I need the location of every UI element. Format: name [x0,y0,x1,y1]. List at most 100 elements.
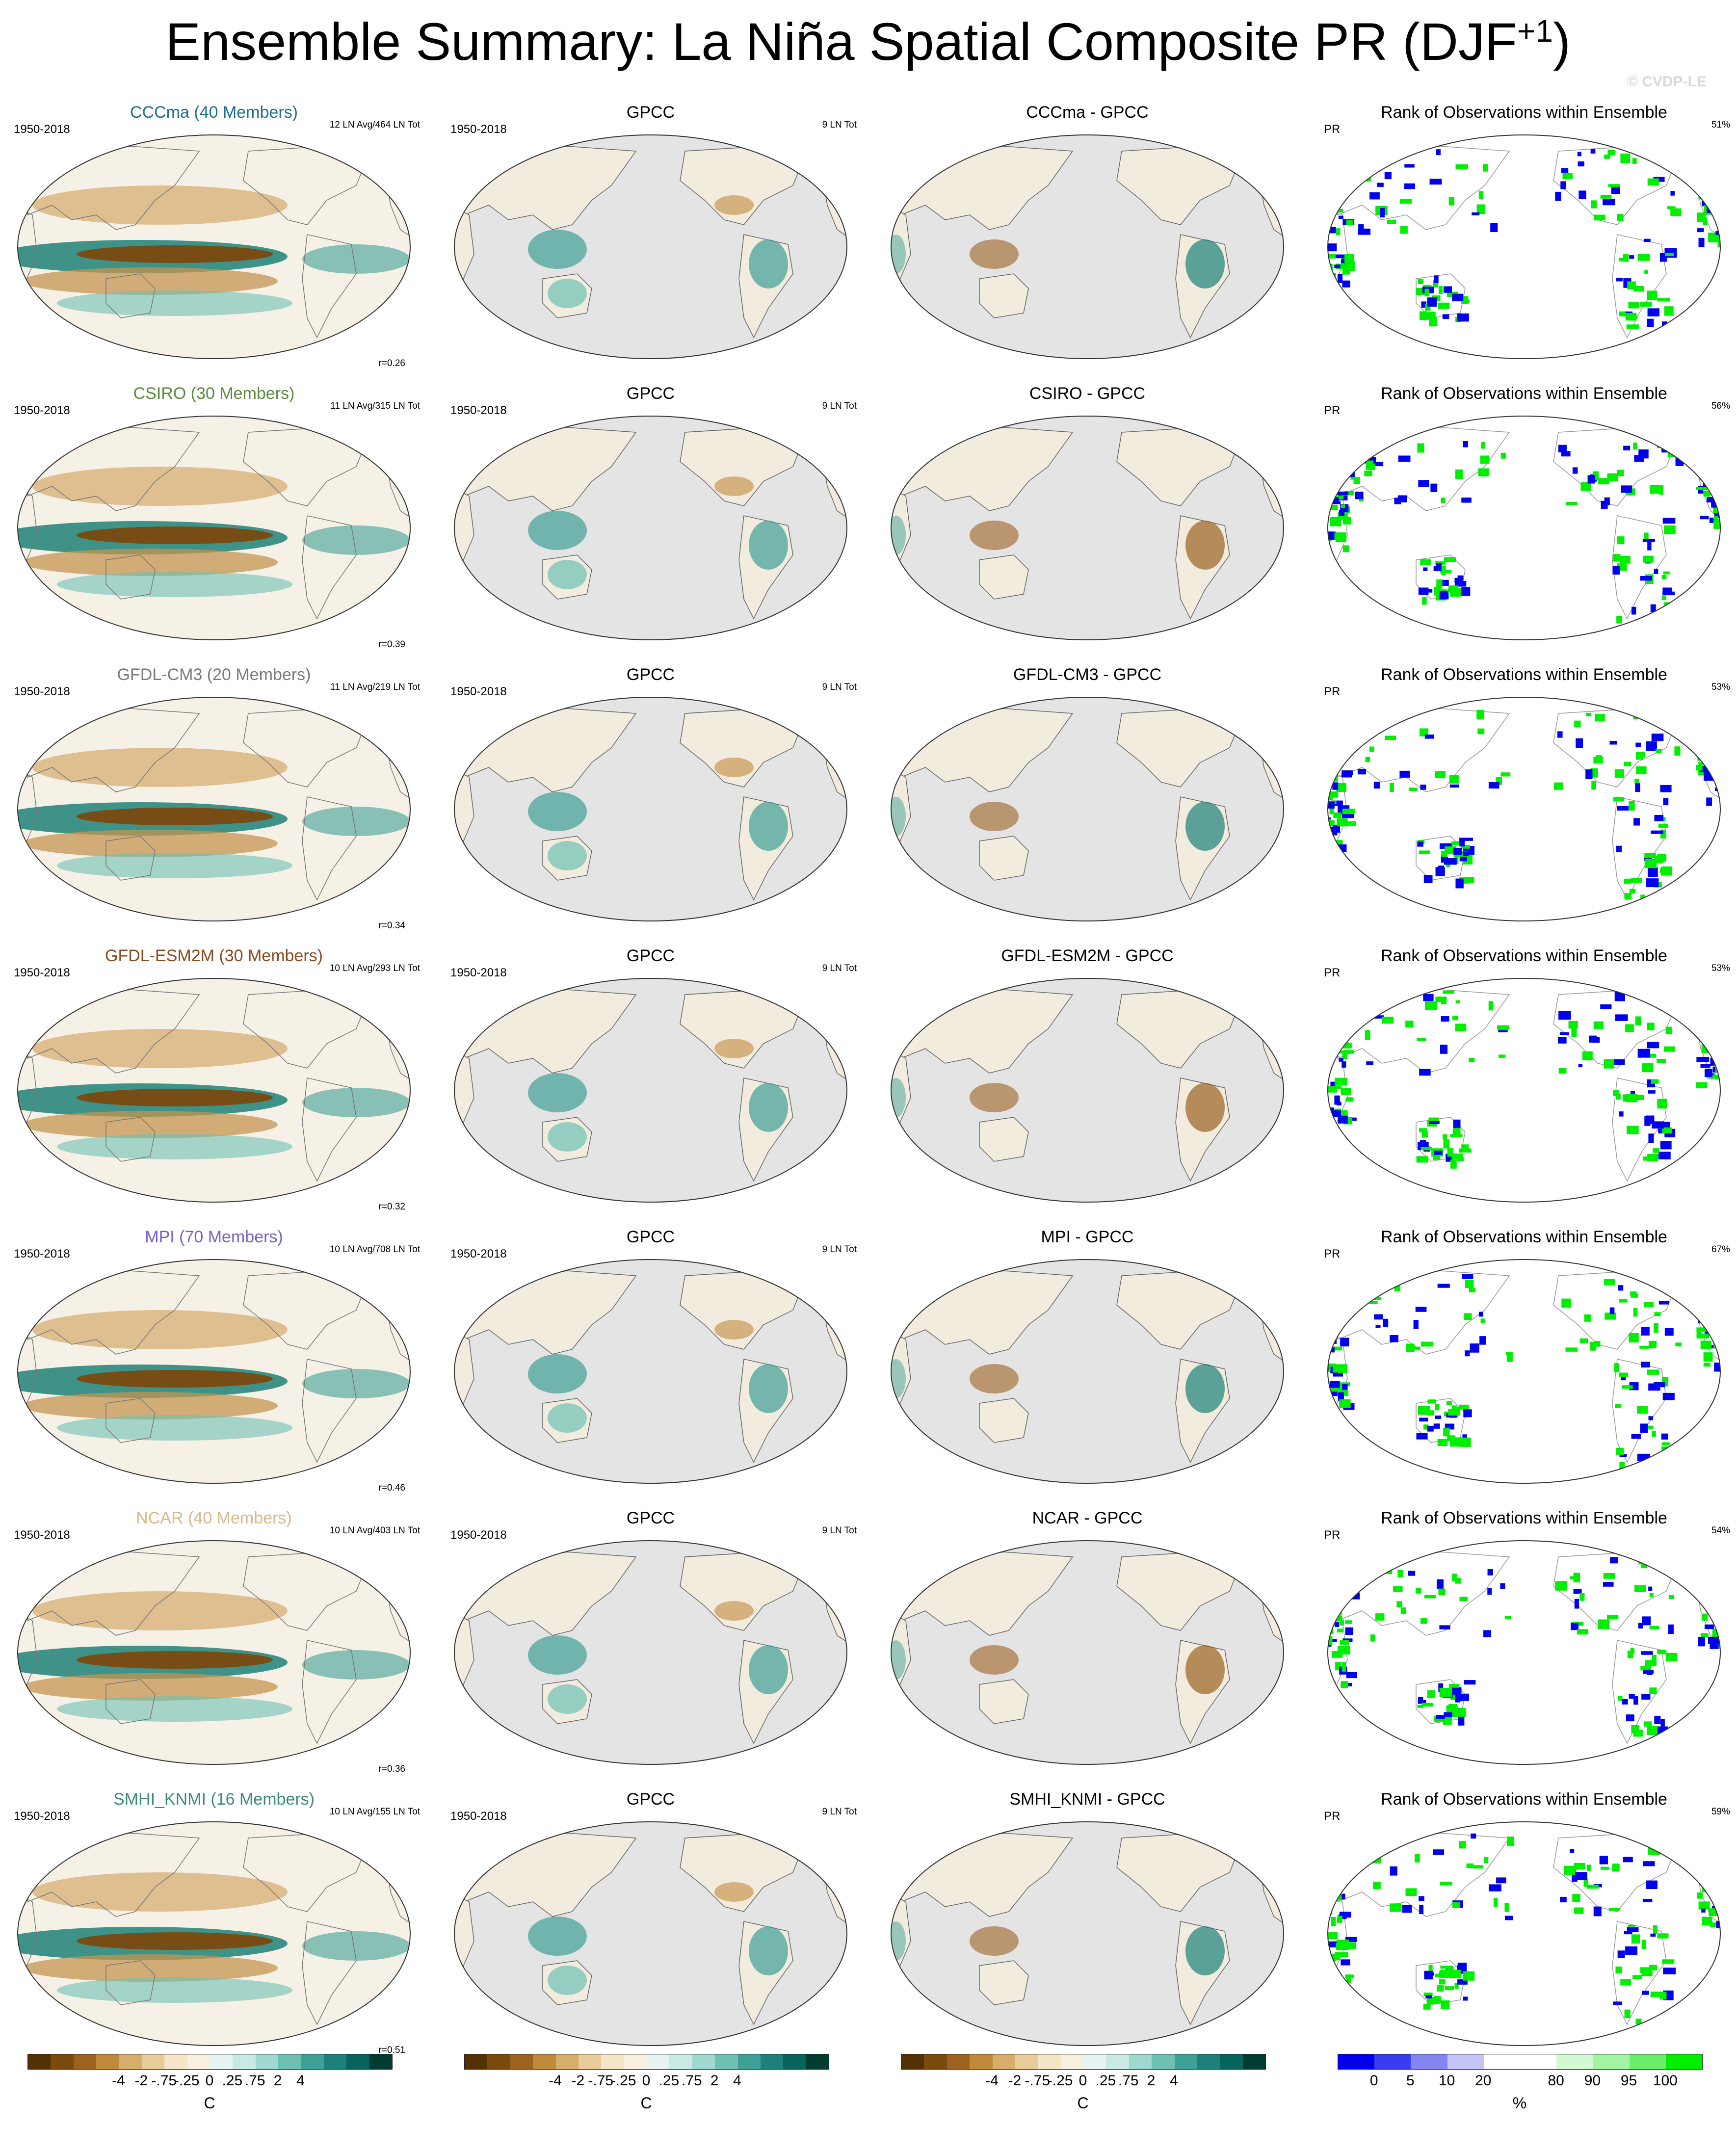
rank-cell [1641,1940,1646,1949]
africa-landmass [1328,766,1348,851]
globe-outline [891,1259,1284,1484]
rank-cell [1713,519,1720,529]
rank-cell [1722,1029,1725,1033]
rank-cell [1707,497,1714,503]
rank-cell [1647,290,1657,300]
rank-cell [1619,311,1628,316]
rank-cell [1614,769,1625,778]
globe-outline [454,416,847,640]
rank-cell [1654,1312,1661,1316]
rank-cell [1436,579,1443,588]
variable-label: PR [1324,1247,1341,1261]
diff-map-6 [891,1821,1284,2046]
rank-cell [1342,1053,1347,1060]
rank-cell [1338,1392,1344,1401]
rank-cell [1504,1916,1513,1920]
rank-cell [1420,559,1431,565]
colorbar-swatch [187,2054,210,2069]
rank-cell [1653,1148,1659,1153]
period-label: 1950-2018 [450,1528,507,1542]
rank-cell [1665,1653,1678,1661]
rank-cell [1444,858,1457,865]
rank-percent: 56% [1711,401,1730,411]
watermark: © CVDP-LE [1627,74,1707,90]
south-america-landmass [302,1359,357,1463]
south-america-landmass [302,796,357,901]
rank-cell [1721,750,1725,758]
rank-cell [1708,1607,1718,1615]
model-composite-panel: GFDL-ESM2M (30 Members) 1950-2018 10 LN Av… [8,946,420,1221]
rank-cell [1558,1037,1567,1044]
colorbar-tick-label: -.25 [174,2073,200,2089]
rank-cell [1600,1004,1612,1009]
colorbar-swatch [1015,2054,1038,2069]
rank-cell [1707,1041,1718,1046]
diff-suffix: - GPCC [1098,665,1162,684]
rank-cell [1451,841,1463,845]
rank-cell [1641,1564,1648,1569]
rank-cell [1658,1457,1668,1465]
rank-cell [1662,1392,1675,1400]
amazon-wet [749,802,788,851]
event-count: 11 LN Avg/315 LN Tot [330,401,420,411]
rank-cell [1374,1314,1383,1320]
rank-cell [1647,1369,1659,1375]
rank-panel: Rank of Observations within Ensemble PR 53… [1318,946,1730,1221]
colorbar-swatch [533,2054,556,2069]
maritime-continent-wet [528,1354,587,1393]
rank-percent: 53% [1711,682,1730,692]
southern-wet-band [57,1977,292,2003]
rank-cell [1434,1151,1443,1155]
australia-landmass [105,1960,156,2005]
rank-cell [1438,302,1450,309]
model-name: SMHI_KNMI [1009,1790,1103,1809]
rank-cell [1417,841,1423,847]
colorbar-tick-label: 10 [1438,2073,1455,2089]
rank-cell [1593,214,1605,221]
maritime-continent-wet [528,1917,587,1956]
australia-landmass [979,273,1029,318]
rank-cell [1631,1293,1638,1298]
rank-cell [1654,814,1664,821]
rank-cell [1717,489,1720,495]
rank-cell [1450,1134,1463,1138]
rank-cell [1702,1917,1712,1926]
rank-cell [1481,442,1485,449]
rank-cell [1484,1857,1489,1864]
rank-cell [1416,1433,1428,1440]
pattern-correlation: r=0.36 [378,1764,405,1774]
south-america-landmass [1612,1359,1667,1463]
maritime-continent-wet [528,511,587,550]
south-america-landmass [1612,234,1667,339]
pattern-correlation: r=0.46 [378,1483,405,1493]
rank-cell [1696,487,1708,490]
southern-wet-band [57,572,292,597]
rank-cell [1436,296,1441,302]
variable-label: PR [1324,1528,1341,1542]
europe-landmass [385,1581,410,1646]
rank-cell [1461,1144,1469,1151]
variable-label: PR [1324,685,1341,698]
rank-cell [1595,714,1605,722]
rank-cell [1419,850,1430,854]
rank-cell [1423,994,1434,1001]
australia-landmass [105,273,156,318]
rank-cell [1586,1865,1591,1871]
rank-cell [1341,1662,1346,1672]
rank-cell [1661,575,1667,579]
rank-cell [1483,1630,1492,1637]
rank-cell [1351,1838,1358,1845]
rank-cell [1461,845,1470,849]
rank-cell [1390,1335,1398,1342]
amazon-diff [1185,521,1225,570]
rank-cell [1340,783,1346,788]
rank-cell [1700,1340,1712,1349]
rank-cell [1710,1643,1719,1649]
rank-panel: Rank of Observations within Ensemble PR 67… [1318,1228,1730,1502]
equatorial-dry-core [77,808,273,825]
rank-cell [1714,1613,1718,1617]
globe-background [1328,978,1720,1202]
rank-cell [1626,1714,1634,1722]
rank-cell [1644,1116,1651,1126]
globe-outline [17,978,411,1203]
